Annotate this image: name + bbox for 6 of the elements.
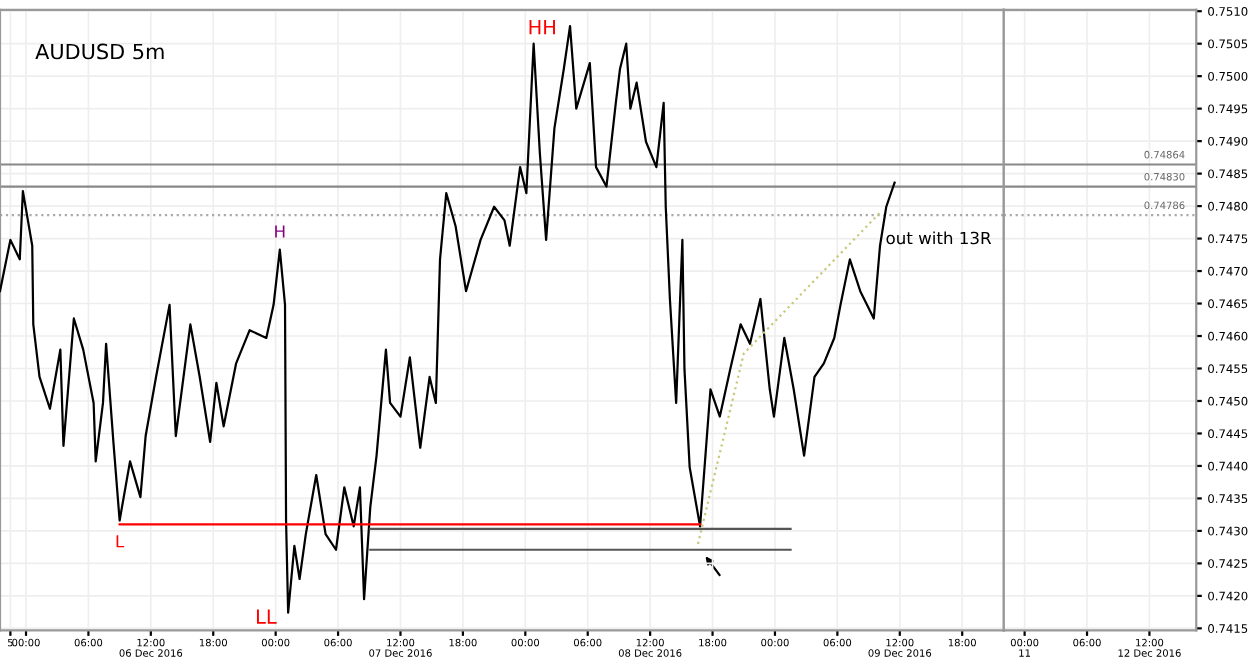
text: AUDUSD 5m: [35, 43, 164, 60]
annotation: H: [275, 225, 285, 238]
annotation: L: [116, 535, 125, 548]
annotation: out with 13R: [886, 231, 992, 245]
annotation: HH: [529, 20, 555, 35]
annotation: LL: [256, 609, 277, 624]
